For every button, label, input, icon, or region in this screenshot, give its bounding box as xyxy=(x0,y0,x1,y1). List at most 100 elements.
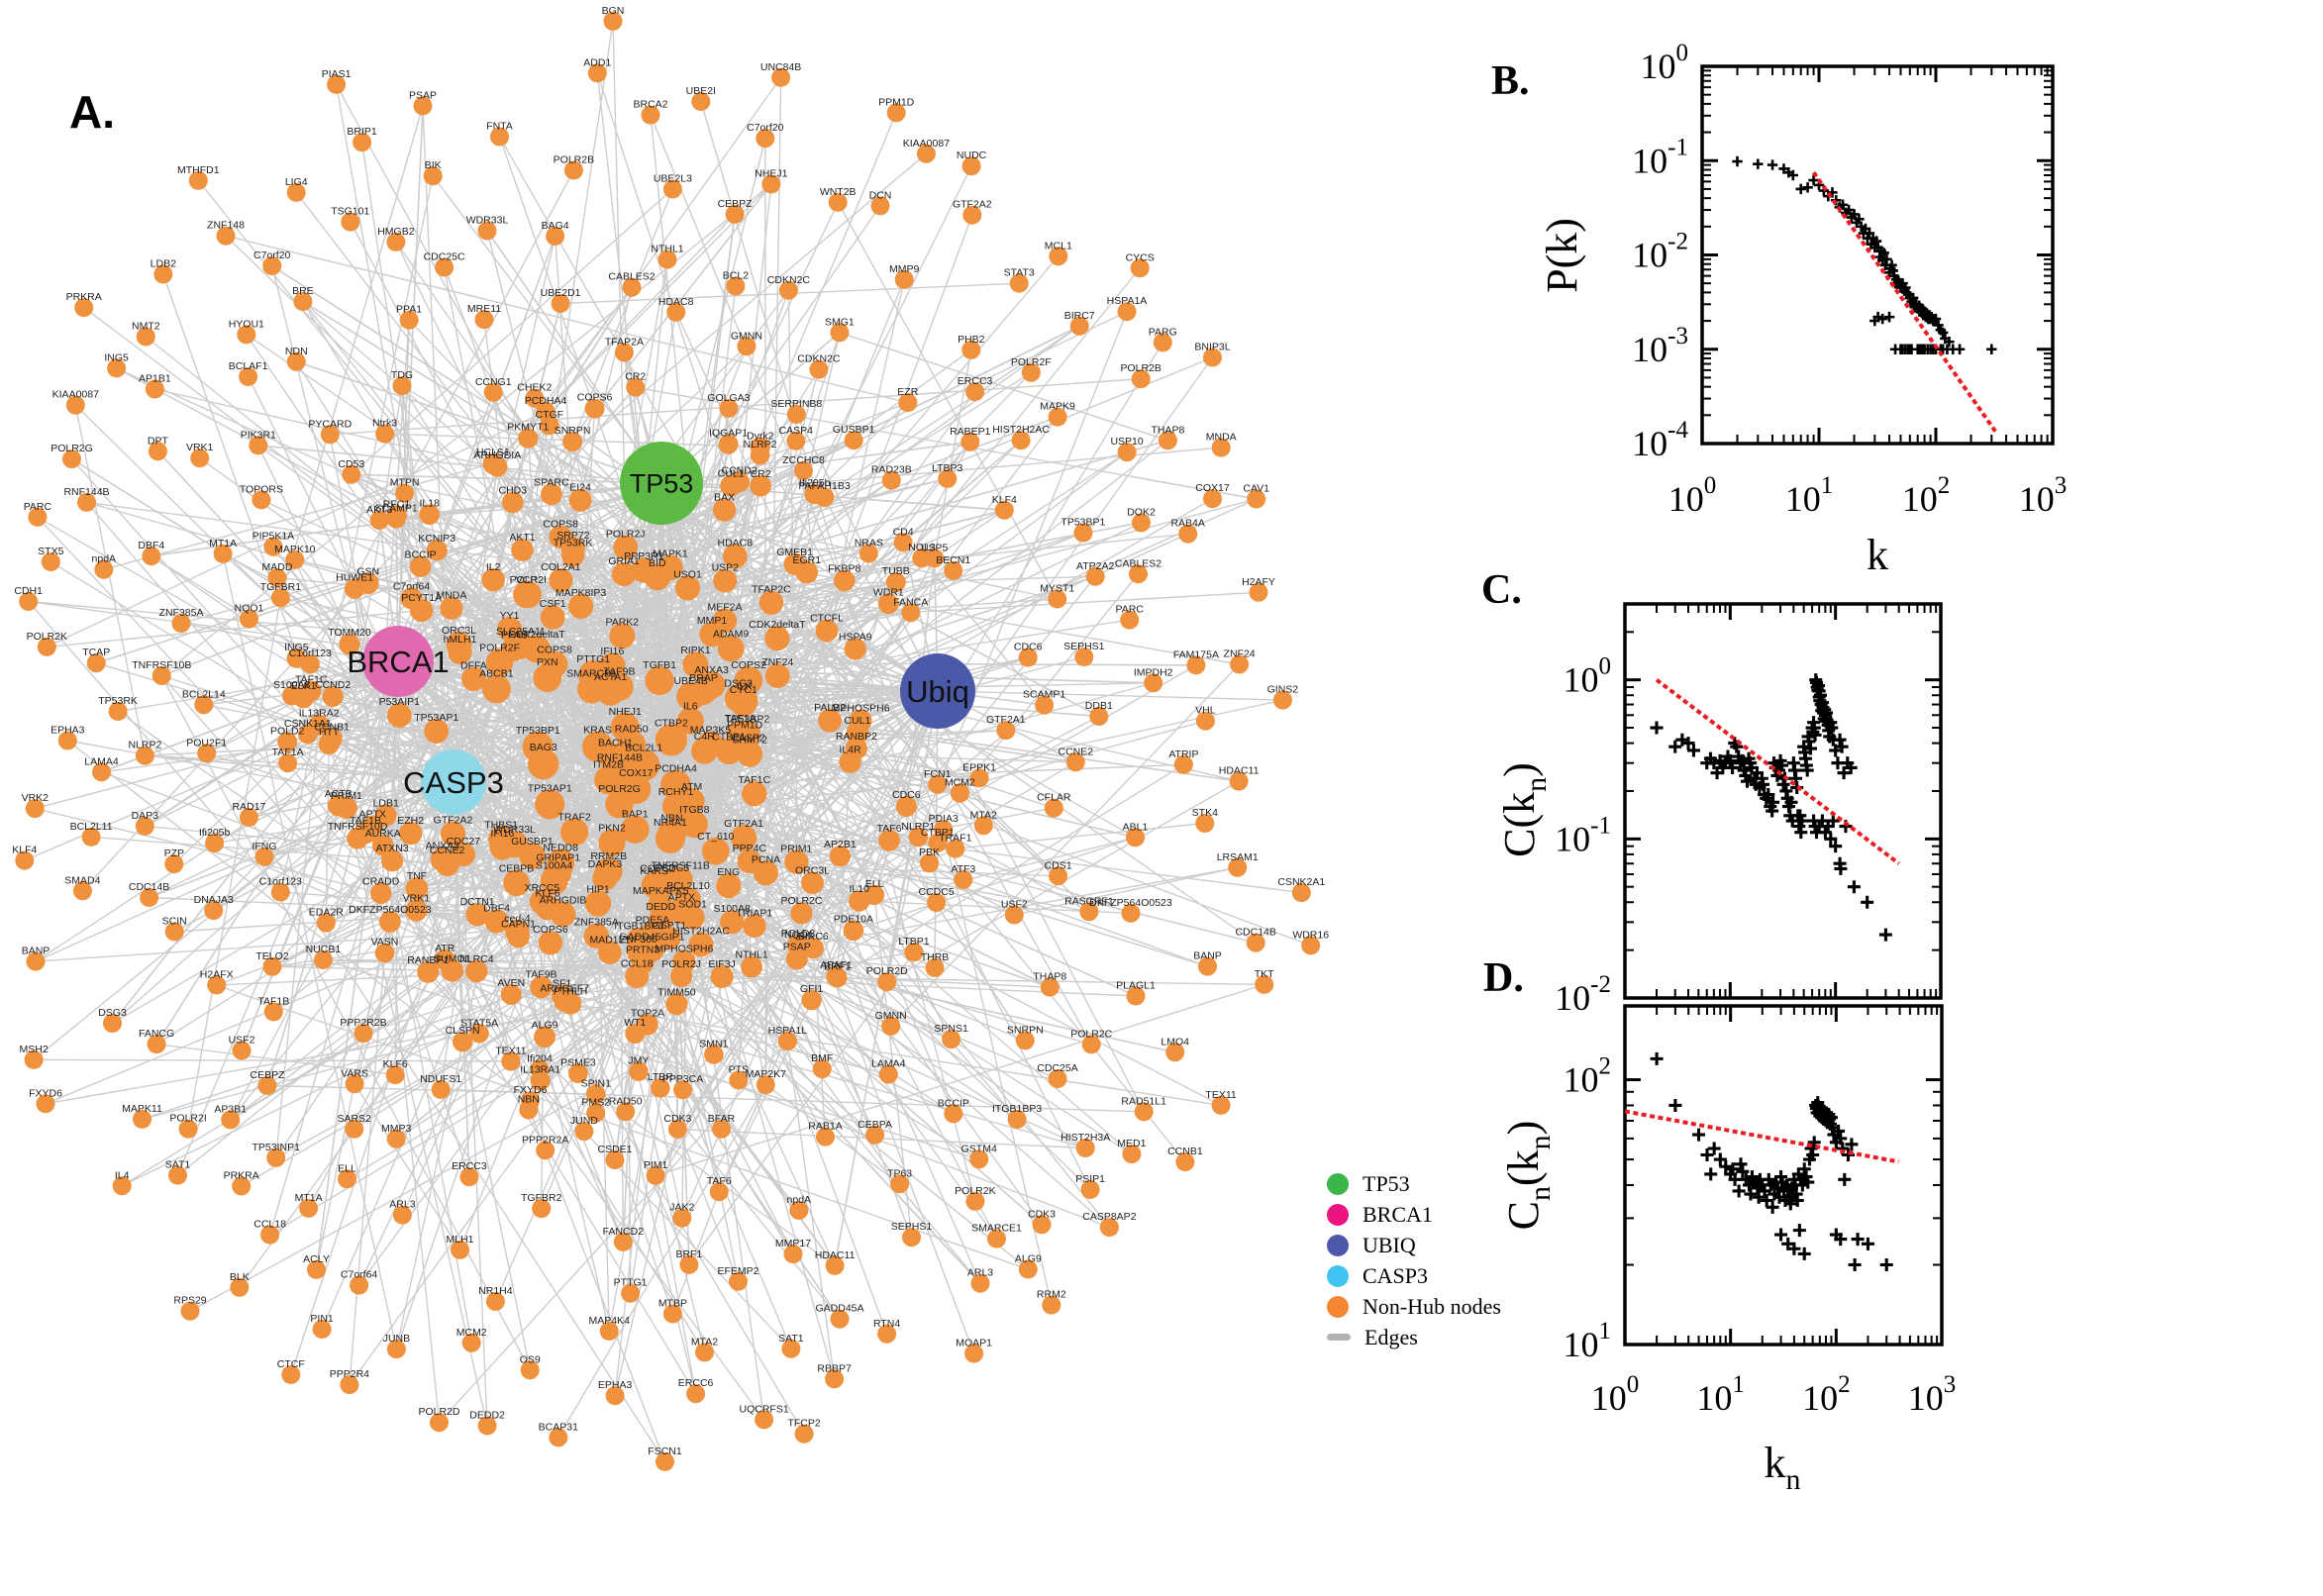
network-node xyxy=(140,888,159,907)
network-edge xyxy=(724,509,828,632)
network-node xyxy=(1099,1218,1119,1238)
network-node xyxy=(686,1384,706,1404)
network-node xyxy=(783,1245,803,1264)
node-label: BAG3 xyxy=(530,742,557,753)
network-node xyxy=(554,989,576,1012)
node-label: UQCRFS1 xyxy=(740,1403,789,1415)
network-edge xyxy=(749,860,1222,1107)
network-node xyxy=(743,914,766,938)
network-node xyxy=(742,780,767,807)
node-label: TP53RK xyxy=(98,695,138,707)
network-node xyxy=(621,815,650,844)
node-label: POLR2K xyxy=(27,631,67,643)
node-label: TSG101 xyxy=(331,206,369,218)
node-label: RABEP1 xyxy=(950,426,991,438)
node-swatch-icon xyxy=(1327,1172,1349,1195)
network-edge xyxy=(749,571,808,862)
network-node xyxy=(609,623,636,649)
network-node xyxy=(961,340,981,359)
network-node xyxy=(500,984,522,1005)
network-node xyxy=(535,789,565,820)
tick-label: 102 xyxy=(1802,1371,1851,1418)
node-label: MTBP xyxy=(658,1298,687,1310)
node-label: MTHFD1 xyxy=(177,164,220,176)
network-node xyxy=(599,1322,619,1341)
node-label: WDR33L xyxy=(466,215,509,227)
node-label: PMS2 xyxy=(581,1097,610,1109)
network-edge xyxy=(660,482,953,1041)
network-edge xyxy=(322,660,399,960)
network-node xyxy=(152,666,171,685)
legend-label: TP53 xyxy=(1363,1170,1410,1196)
network-node xyxy=(1081,1035,1101,1054)
network-node xyxy=(469,1024,489,1044)
network-node xyxy=(511,539,534,561)
network-node xyxy=(1126,828,1145,848)
network-node xyxy=(1080,1180,1100,1199)
data-point xyxy=(1668,1098,1682,1112)
node-label: SMARCB1 xyxy=(566,668,617,680)
network-node xyxy=(353,133,372,152)
node-label: THRB xyxy=(921,951,950,963)
node-label: EPHA3 xyxy=(50,725,85,737)
network-node xyxy=(734,666,763,695)
network-node xyxy=(586,1103,606,1123)
node-label: GUSBP1 xyxy=(511,836,554,848)
node-label: MLH1 xyxy=(446,1234,473,1246)
node-label: TAF9B xyxy=(526,969,557,981)
data-point xyxy=(1774,1228,1788,1242)
network-node xyxy=(996,721,1016,741)
network-edge xyxy=(636,690,939,790)
node-label: FAM175A xyxy=(1173,648,1219,660)
network-edge xyxy=(839,332,1168,442)
legend: TP53 BRCA1 UBIQ CASP3 Non-Hub nodes Edges xyxy=(1327,1168,1501,1352)
network-node xyxy=(969,1149,989,1169)
network-node xyxy=(474,310,494,330)
network-node xyxy=(249,436,268,455)
node-label: CCDC5 xyxy=(919,886,955,898)
node-label: NLRP2 xyxy=(128,740,161,751)
network-node xyxy=(1049,247,1068,266)
network-node xyxy=(583,923,609,948)
network-node xyxy=(794,1424,814,1444)
network-node xyxy=(77,492,96,512)
network-node xyxy=(611,561,637,587)
network-node xyxy=(417,960,440,983)
node-label: PSAP xyxy=(409,89,437,101)
node-label: HDAC8 xyxy=(658,296,694,308)
network-node xyxy=(1042,1295,1061,1315)
network-node xyxy=(94,559,114,579)
network-node xyxy=(729,1271,748,1291)
legend-label: Non-Hub nodes xyxy=(1363,1293,1501,1319)
node-label: CR2 xyxy=(625,371,646,383)
network-node xyxy=(584,890,612,917)
node-label: NTHL1 xyxy=(735,949,767,961)
network-node xyxy=(481,567,505,592)
network-node xyxy=(519,1100,539,1120)
node-label: CABLES2 xyxy=(1115,557,1162,569)
network-edge xyxy=(955,822,1205,849)
node-label: TEX11 xyxy=(1205,1089,1236,1101)
node-label: CTCFL xyxy=(810,613,844,625)
node-label: S100A4 xyxy=(536,859,573,871)
network-node xyxy=(713,568,738,593)
network-node xyxy=(895,796,917,817)
network-node xyxy=(551,294,570,313)
node-label: MYST1 xyxy=(1040,583,1074,595)
network-edge xyxy=(887,1073,981,1284)
node-label: AP2B1 xyxy=(824,839,857,850)
network-node xyxy=(74,298,94,318)
network-node xyxy=(484,909,509,934)
network-node xyxy=(308,714,330,736)
node-label: CCND2 xyxy=(315,679,351,691)
network-edge xyxy=(397,286,633,662)
network-node xyxy=(839,750,861,773)
node-label: TDG xyxy=(391,369,413,381)
network-node xyxy=(560,818,589,847)
node-label: PARC xyxy=(1115,604,1144,616)
node-label: C7orf64 xyxy=(341,1269,378,1281)
network-node xyxy=(230,1277,250,1297)
network-node xyxy=(844,431,863,450)
node-label: AP1B1 xyxy=(139,373,171,385)
node-label: HMGB2 xyxy=(377,226,415,238)
